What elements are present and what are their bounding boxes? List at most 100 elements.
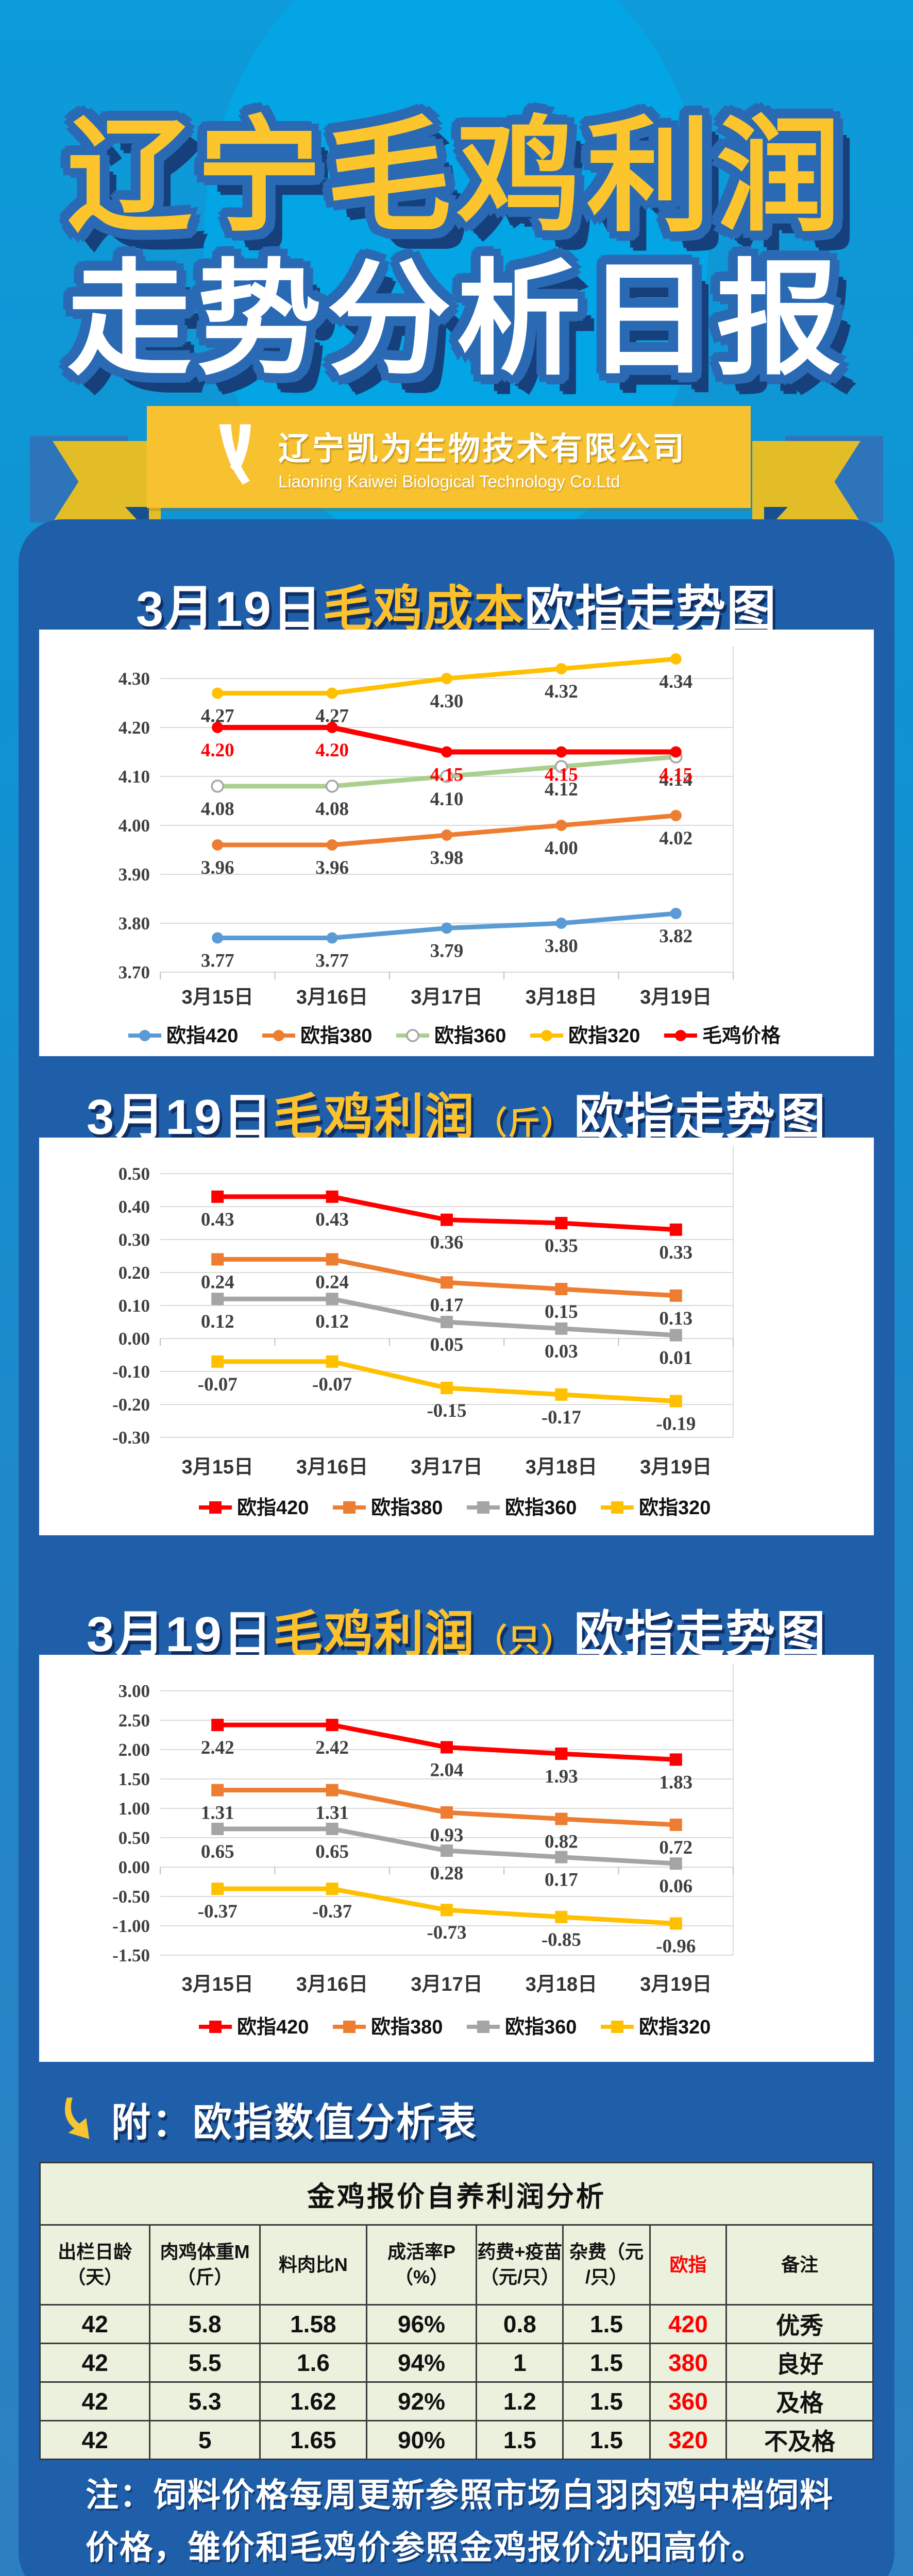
data-point — [477, 2021, 489, 2033]
analysis-section-header: 附：欧指数值分析表 — [61, 2091, 478, 2147]
svg-text:欧指420: 欧指420 — [237, 1497, 309, 1519]
data-point — [326, 1190, 339, 1203]
table-cell: 320 — [649, 2420, 728, 2460]
table-header-cell: 药费+疫苗 （元/只） — [476, 2224, 564, 2306]
svg-text:4.12: 4.12 — [545, 779, 578, 800]
data-point — [555, 663, 567, 674]
data-point — [441, 746, 452, 758]
data-point — [441, 1806, 453, 1819]
series-欧指320 — [211, 1355, 682, 1408]
chart1-title-highlight: 毛鸡成本 — [323, 582, 525, 637]
data-point — [139, 1030, 150, 1041]
table-cell: 1.58 — [259, 2304, 367, 2344]
series-欧指380 — [212, 810, 682, 851]
poster-title-line1: 辽宁毛鸡利润 — [66, 107, 846, 246]
data-point — [441, 1741, 453, 1754]
svg-text:4.27: 4.27 — [315, 706, 349, 727]
x-axis-labels: 3月15日 3月16日 3月17日 3月18日 3月19日 — [181, 1456, 712, 1478]
data-point — [669, 1753, 682, 1766]
data-point — [555, 1910, 568, 1923]
chart3-title-suffix: 欧指走势图 — [574, 1607, 827, 1662]
svg-text:4.02: 4.02 — [659, 828, 692, 849]
svg-text:-0.30: -0.30 — [112, 1428, 150, 1448]
data-point — [211, 779, 224, 793]
data-point — [212, 839, 224, 851]
table-cell: 96% — [365, 2304, 478, 2344]
legend-item: 毛鸡价格 — [664, 1025, 781, 1047]
svg-text:3.80: 3.80 — [119, 913, 150, 934]
svg-text:3月19日: 3月19日 — [640, 1974, 712, 1995]
table-cell: 优秀 — [725, 2304, 874, 2344]
table-cell: 1.6 — [259, 2343, 367, 2383]
series-欧指320 — [212, 653, 682, 699]
data-point — [669, 1857, 682, 1870]
svg-text:0.13: 0.13 — [659, 1308, 692, 1329]
svg-text:2.42: 2.42 — [315, 1737, 349, 1758]
svg-text:0.65: 0.65 — [201, 1841, 234, 1862]
table-cell: 1.5 — [562, 2381, 651, 2421]
data-point — [273, 1030, 284, 1041]
data-point — [211, 1293, 224, 1306]
table-cell: 42 — [39, 2304, 151, 2344]
company-logo-icon — [211, 421, 261, 494]
chart3-title: 3月19日毛鸡利润（只）欧指走势图 — [0, 1594, 913, 1666]
svg-text:3月16日: 3月16日 — [296, 987, 368, 1008]
table-header-cell: 成活率P （%） — [365, 2224, 478, 2306]
table-row: 42 5.3 1.62 92% 1.2 1.5 360 及格 — [39, 2381, 874, 2421]
data-point — [326, 839, 338, 851]
svg-text:欧指420: 欧指420 — [237, 2016, 309, 2038]
svg-text:-0.73: -0.73 — [427, 1922, 466, 1943]
svg-text:-0.20: -0.20 — [112, 1395, 150, 1415]
svg-text:-0.07: -0.07 — [198, 1374, 238, 1395]
table-row: 42 5.5 1.6 94% 1 1.5 380 良好 — [39, 2343, 874, 2383]
data-point — [211, 1784, 224, 1797]
table-cell: 5 — [149, 2420, 261, 2460]
table-cell: 1.5 — [562, 2420, 651, 2460]
svg-text:-0.10: -0.10 — [112, 1362, 150, 1382]
data-point — [211, 1190, 224, 1203]
svg-text:0.12: 0.12 — [315, 1311, 349, 1332]
svg-text:3.77: 3.77 — [201, 951, 234, 972]
svg-text:3月18日: 3月18日 — [526, 987, 597, 1008]
svg-text:3月18日: 3月18日 — [526, 1456, 597, 1478]
chart-svg: 0.50 0.40 0.30 0.20 0.10 0.00 -0.10 -0.20 -0.30 3… — [112, 1147, 734, 1519]
data-point — [669, 1818, 682, 1831]
bent-arrow-icon — [61, 2096, 98, 2142]
chart-profit-per-jin-trend: 0.50 0.40 0.30 0.20 0.10 0.00 -0.10 -0.20 -0.30 3… — [39, 1138, 874, 1535]
svg-text:3.82: 3.82 — [659, 926, 692, 947]
svg-text:1.93: 1.93 — [545, 1766, 578, 1787]
table-title-row: 金鸡报价自养利润分析 — [39, 2162, 874, 2226]
gridlines: 0.50 0.40 0.30 0.20 0.10 0.00 -0.10 -0.20 -0.30 — [112, 1147, 734, 1448]
data-labels-毛鸡价格: 4.20 4.20 4.15 4.15 4.15 — [201, 740, 692, 786]
svg-text:0.10: 0.10 — [119, 1296, 150, 1316]
svg-text:0.24: 0.24 — [201, 1272, 234, 1293]
chart3-title-unit: （只） — [475, 1623, 574, 1658]
chart1-title-date: 3月19日 — [136, 582, 323, 637]
svg-text:3月19日: 3月19日 — [640, 987, 712, 1008]
svg-text:4.08: 4.08 — [315, 799, 349, 820]
svg-text:-1.00: -1.00 — [112, 1916, 150, 1936]
table-cell: 1.5 — [562, 2304, 651, 2344]
svg-text:0.43: 0.43 — [201, 1209, 234, 1230]
chart-cost-trend: 4.30 4.20 4.10 4.00 3.90 3.80 3.70 3月15日 3月16日 3月… — [39, 630, 874, 1056]
table-cell: 1.65 — [259, 2420, 367, 2460]
company-name-en: Liaoning Kaiwei Biological Technology Co… — [278, 472, 620, 491]
data-point — [326, 1293, 339, 1306]
table-cell: 42 — [39, 2343, 151, 2383]
table-header-cell: 备注 — [725, 2224, 874, 2306]
data-point — [669, 1395, 682, 1408]
data-point — [326, 1719, 339, 1732]
svg-text:4.08: 4.08 — [201, 799, 234, 820]
legend-item: 欧指380 — [333, 2016, 443, 2038]
svg-text:-0.15: -0.15 — [427, 1400, 466, 1421]
table-cell: 380 — [649, 2343, 728, 2383]
series-欧指420 — [211, 1190, 682, 1236]
data-labels-欧指420: 3.77 3.77 3.79 3.80 3.82 — [201, 926, 692, 972]
analysis-section-title: 附：欧指数值分析表 — [111, 2101, 478, 2145]
data-point — [209, 2021, 222, 2033]
data-point — [611, 2021, 623, 2033]
data-point — [670, 908, 682, 919]
chart3-title-highlight: 毛鸡利润 — [273, 1607, 476, 1662]
svg-text:3.00: 3.00 — [119, 1681, 150, 1701]
